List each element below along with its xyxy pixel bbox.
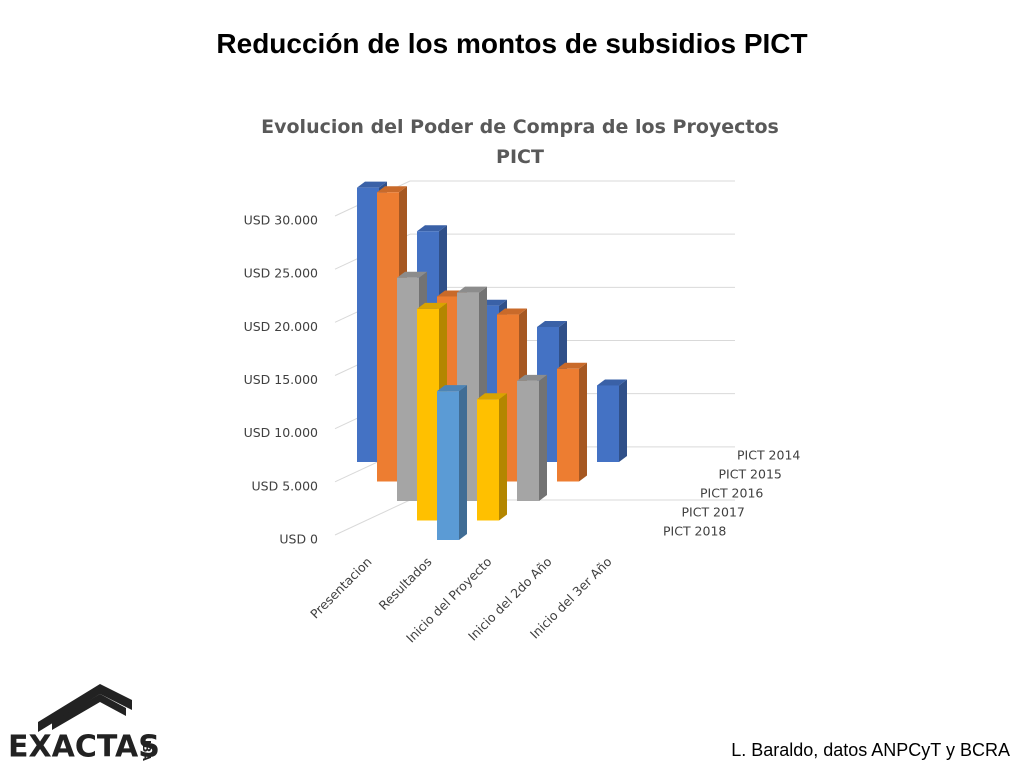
bar-side — [459, 385, 467, 540]
bar — [357, 187, 379, 462]
bar-top — [557, 362, 587, 369]
legend-label: PICT 2018 — [663, 524, 726, 539]
chart-title: Evolucion del Poder de Compra de los Pro… — [261, 116, 779, 168]
x-tick-label: Resultados — [376, 554, 435, 613]
y-tick-label: USD 0 — [279, 532, 318, 547]
bar — [397, 277, 419, 501]
bar — [597, 385, 619, 462]
bar — [377, 192, 399, 482]
bar-side — [499, 393, 507, 521]
legend-label: PICT 2017 — [682, 505, 745, 520]
y-tick-label: USD 20.000 — [244, 319, 318, 334]
bar-top — [417, 302, 447, 309]
bar-top — [417, 225, 447, 232]
y-tick-label: USD 5.000 — [252, 478, 319, 493]
y-tick-label: USD 10.000 — [244, 425, 318, 440]
bar — [417, 308, 439, 521]
bar-side — [579, 362, 587, 482]
legend-label: PICT 2015 — [719, 467, 782, 482]
bar — [477, 399, 499, 521]
bar-top — [597, 379, 627, 386]
bar — [557, 368, 579, 482]
bar-top — [517, 374, 547, 381]
bar-top — [357, 181, 387, 188]
logo-name: EXACTAS — [8, 730, 160, 765]
bar-side — [539, 374, 547, 501]
logo: EXACTAS UBA — [8, 684, 160, 765]
x-tick-label: Presentacion — [307, 554, 375, 622]
bar-top — [497, 308, 527, 315]
bar-side — [619, 379, 627, 462]
y-tick-label: USD 15.000 — [244, 372, 318, 387]
grid-line — [334, 499, 411, 536]
source: L. Baraldo, datos ANPCyT y BCRA — [731, 740, 1010, 760]
logo-sub: UBA — [140, 735, 153, 761]
bar-top — [477, 393, 507, 400]
legend-label: PICT 2014 — [737, 448, 800, 463]
slide-title: Reducción de los montos de subsidios PIC… — [216, 28, 808, 59]
bar-top — [377, 186, 407, 193]
y-tick-label: USD 25.000 — [244, 266, 318, 281]
bar — [437, 391, 459, 540]
bar — [517, 380, 539, 501]
legend-label: PICT 2016 — [700, 486, 763, 501]
bar-top — [457, 286, 487, 293]
bar-top — [537, 320, 567, 327]
y-tick-label: USD 30.000 — [244, 213, 318, 228]
bar-top — [397, 271, 427, 278]
bar-top — [437, 385, 467, 392]
